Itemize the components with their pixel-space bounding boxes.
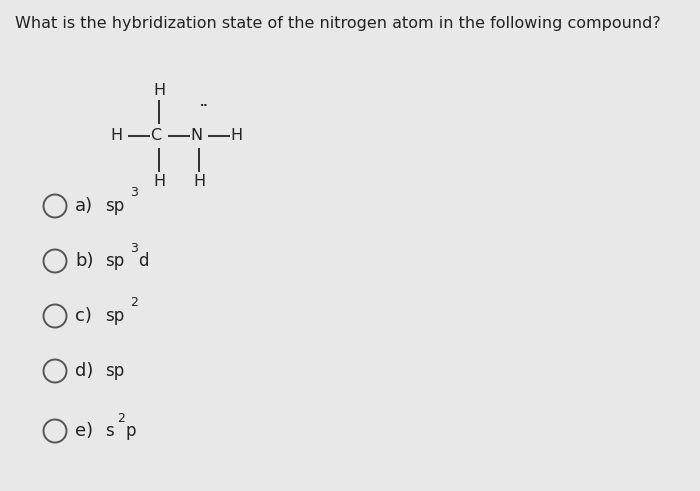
Text: s: s: [105, 422, 113, 440]
Text: sp: sp: [105, 307, 125, 325]
Text: 3: 3: [130, 242, 138, 254]
Text: ··: ··: [199, 101, 209, 111]
Text: H: H: [153, 174, 165, 189]
Text: What is the hybridization state of the nitrogen atom in the following compound?: What is the hybridization state of the n…: [15, 16, 661, 31]
Text: e): e): [75, 422, 93, 440]
Text: a): a): [75, 197, 93, 215]
Text: 2: 2: [130, 297, 138, 309]
Text: H: H: [193, 174, 205, 189]
Text: c): c): [75, 307, 92, 325]
Text: sp: sp: [105, 197, 125, 215]
Text: H: H: [230, 129, 242, 143]
Text: H: H: [110, 129, 122, 143]
Text: d: d: [138, 252, 148, 270]
Text: H: H: [153, 83, 165, 98]
Text: C: C: [150, 129, 161, 143]
Text: p: p: [125, 422, 136, 440]
Text: 2: 2: [118, 411, 125, 425]
Text: sp: sp: [105, 252, 125, 270]
Text: N: N: [190, 129, 202, 143]
Text: 3: 3: [130, 187, 138, 199]
Text: b): b): [75, 252, 94, 270]
Text: d): d): [75, 362, 93, 380]
Text: sp: sp: [105, 362, 125, 380]
